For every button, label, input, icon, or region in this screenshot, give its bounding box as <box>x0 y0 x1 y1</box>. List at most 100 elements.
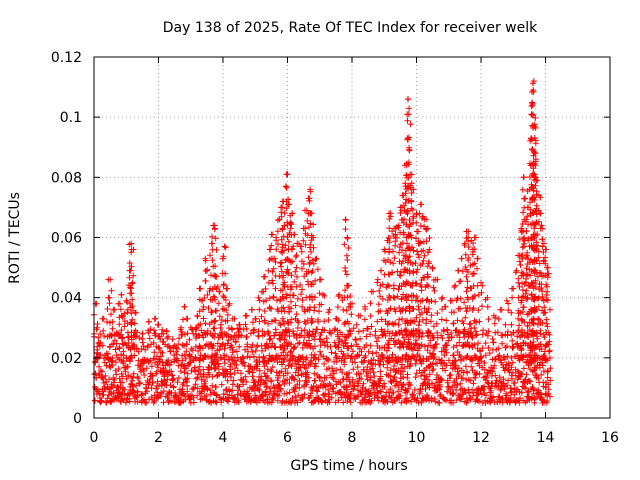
data-point <box>289 292 296 299</box>
data-point <box>219 305 226 312</box>
data-point <box>415 322 422 329</box>
data-point <box>409 261 416 267</box>
data-point <box>194 392 201 399</box>
data-point <box>288 305 294 312</box>
data-point <box>100 327 107 334</box>
data-point <box>524 322 531 329</box>
data-point <box>211 325 218 332</box>
data-point <box>382 332 389 339</box>
data-point <box>467 377 474 384</box>
data-point <box>348 353 355 360</box>
data-point <box>349 300 355 307</box>
data-point <box>411 386 418 393</box>
data-point <box>131 329 138 336</box>
data-point <box>147 357 154 364</box>
data-point <box>305 374 312 381</box>
data-point <box>239 377 246 384</box>
data-point <box>535 316 542 323</box>
data-point <box>331 339 338 346</box>
data-point <box>533 329 540 336</box>
data-point <box>436 393 443 400</box>
data-point <box>535 294 542 301</box>
data-point <box>544 283 550 290</box>
data-point <box>131 320 138 327</box>
data-point <box>100 376 107 382</box>
data-point <box>242 312 249 319</box>
data-point <box>448 329 455 336</box>
data-point <box>539 288 546 295</box>
data-point <box>222 244 229 251</box>
data-point <box>419 330 426 337</box>
data-point <box>281 381 288 387</box>
data-point <box>387 213 394 220</box>
data-point <box>272 329 279 336</box>
data-point <box>291 231 297 238</box>
data-point <box>357 335 364 342</box>
data-point <box>353 321 360 328</box>
data-point <box>192 354 199 361</box>
data-point <box>278 236 285 243</box>
data-point <box>267 355 273 362</box>
data-point <box>462 314 469 321</box>
data-point <box>397 268 404 275</box>
data-point <box>529 280 536 287</box>
data-point <box>293 264 300 271</box>
data-point <box>100 315 107 322</box>
data-point <box>358 376 365 382</box>
data-point <box>293 283 300 290</box>
data-point <box>112 346 119 353</box>
data-point <box>284 343 291 350</box>
data-point <box>212 307 219 314</box>
data-point <box>100 391 107 398</box>
data-point <box>244 343 251 350</box>
data-point <box>245 390 252 397</box>
data-point <box>366 392 373 399</box>
data-point <box>450 344 457 351</box>
data-point <box>242 321 249 328</box>
data-point <box>342 287 348 294</box>
data-point <box>186 336 193 343</box>
data-point <box>129 296 136 303</box>
data-point <box>265 375 271 382</box>
data-point <box>532 357 539 364</box>
data-point <box>238 332 245 339</box>
data-point <box>427 342 434 349</box>
data-point <box>267 335 274 342</box>
data-point <box>118 335 125 342</box>
data-point <box>471 234 478 241</box>
data-point <box>410 392 417 399</box>
data-point <box>451 284 458 290</box>
data-point <box>223 332 230 339</box>
data-point <box>355 393 362 400</box>
data-point <box>365 348 372 355</box>
data-point <box>201 329 208 336</box>
data-point <box>186 395 193 402</box>
data-point <box>195 367 202 374</box>
data-point <box>315 356 322 363</box>
data-point <box>212 398 219 405</box>
data-point <box>284 352 291 359</box>
data-point <box>128 240 135 247</box>
data-point <box>237 370 244 377</box>
data-point <box>102 372 109 379</box>
data-point <box>490 312 497 319</box>
data-point <box>508 309 515 316</box>
data-point <box>474 265 480 272</box>
data-point <box>409 330 416 337</box>
data-point <box>534 295 541 302</box>
data-point <box>274 217 281 224</box>
data-point <box>135 348 142 355</box>
data-point <box>410 213 417 220</box>
data-point <box>484 379 491 386</box>
data-point <box>395 321 402 328</box>
data-point <box>128 319 135 326</box>
data-point <box>418 341 425 348</box>
data-point <box>390 294 397 301</box>
data-point <box>442 367 449 374</box>
data-point <box>408 330 415 336</box>
data-point <box>537 330 544 337</box>
data-point <box>305 332 312 339</box>
data-point <box>109 325 116 332</box>
data-point <box>146 335 153 342</box>
data-point <box>129 377 136 384</box>
